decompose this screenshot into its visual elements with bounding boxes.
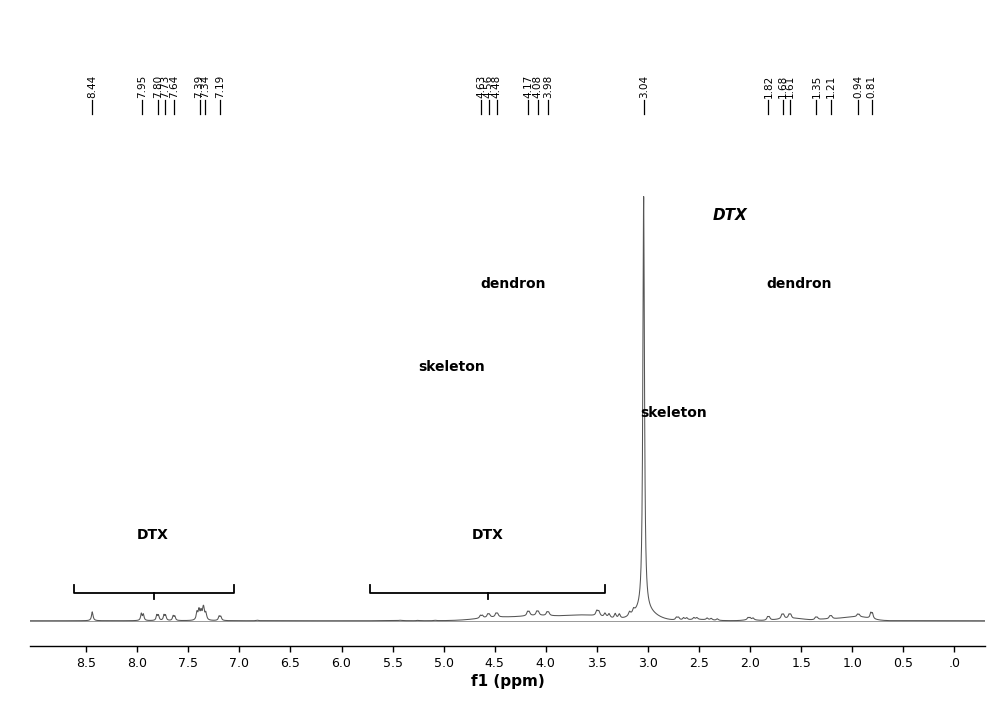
Text: 7.19: 7.19 — [215, 75, 225, 97]
Text: 8.44: 8.44 — [87, 75, 97, 97]
Text: 1.61: 1.61 — [785, 75, 795, 97]
Text: 1.35: 1.35 — [811, 75, 821, 97]
Text: dendron: dendron — [766, 277, 832, 291]
Text: 7.95: 7.95 — [137, 75, 147, 97]
Text: 0.94: 0.94 — [853, 75, 863, 97]
Text: 4.48: 4.48 — [492, 75, 502, 97]
Text: skeleton: skeleton — [640, 406, 707, 420]
Text: 4.63: 4.63 — [476, 75, 486, 97]
Text: 7.80: 7.80 — [153, 75, 163, 97]
Text: 1.21: 1.21 — [826, 75, 836, 97]
Text: 7.64: 7.64 — [169, 75, 179, 97]
Text: 7.39: 7.39 — [195, 75, 205, 97]
Text: 7.34: 7.34 — [200, 75, 210, 97]
Text: 7.73: 7.73 — [160, 75, 170, 97]
Text: DTX: DTX — [712, 207, 747, 222]
Text: DTX: DTX — [137, 528, 169, 542]
Text: 3.04: 3.04 — [639, 75, 649, 97]
Text: dendron: dendron — [480, 277, 546, 291]
X-axis label: f1 (ppm): f1 (ppm) — [471, 674, 544, 689]
Text: 4.08: 4.08 — [533, 75, 543, 97]
Text: 1.82: 1.82 — [763, 75, 773, 97]
Text: 1.68: 1.68 — [778, 75, 788, 97]
Text: skeleton: skeleton — [418, 360, 485, 374]
Text: 4.17: 4.17 — [523, 75, 533, 97]
Text: 0.81: 0.81 — [867, 75, 877, 97]
Text: 4.56: 4.56 — [484, 75, 494, 97]
Text: 3.98: 3.98 — [543, 75, 553, 97]
Text: DTX: DTX — [472, 528, 504, 542]
